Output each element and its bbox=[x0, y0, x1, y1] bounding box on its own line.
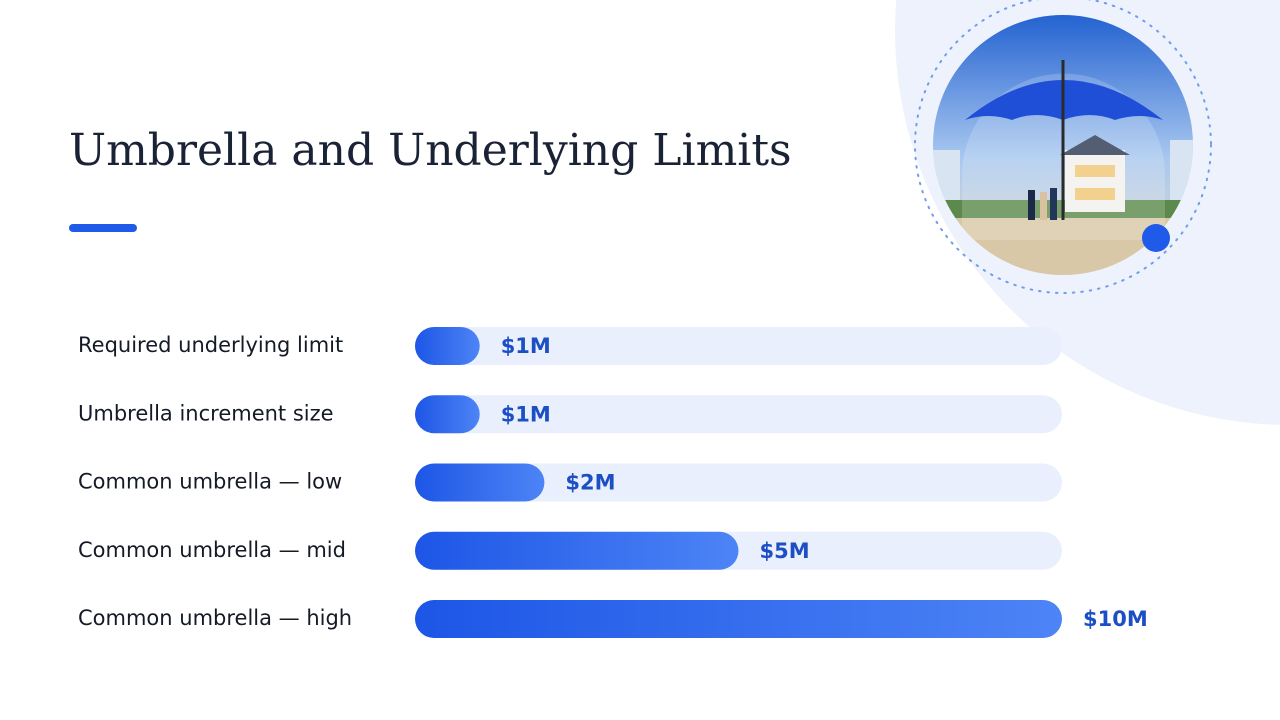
bar bbox=[415, 463, 545, 502]
bar bbox=[415, 395, 480, 434]
category-label: Common umbrella — low bbox=[78, 470, 342, 494]
value-label: $10M bbox=[1083, 607, 1148, 631]
bar-track bbox=[415, 463, 1062, 502]
category-label: Common umbrella — mid bbox=[78, 538, 346, 562]
category-label: Umbrella increment size bbox=[78, 401, 334, 425]
bar bbox=[415, 531, 739, 570]
value-label: $1M bbox=[501, 402, 551, 426]
value-label: $1M bbox=[501, 334, 551, 358]
title-underline bbox=[69, 224, 137, 232]
value-label: $5M bbox=[760, 539, 810, 563]
bar-track bbox=[415, 395, 1062, 434]
category-label: Required underlying limit bbox=[78, 333, 343, 357]
bar-chart: Required underlying limit $1M Umbrella inc… bbox=[78, 327, 1148, 638]
bar-track bbox=[415, 327, 1062, 365]
category-label: Common umbrella — high bbox=[78, 606, 352, 630]
value-label: $2M bbox=[565, 471, 615, 495]
accent-dot bbox=[1142, 224, 1170, 252]
bar bbox=[415, 327, 480, 365]
bar bbox=[415, 600, 1062, 638]
dotted-ring bbox=[914, 0, 1212, 294]
chart-title: Umbrella and Underlying Limits bbox=[69, 125, 792, 176]
